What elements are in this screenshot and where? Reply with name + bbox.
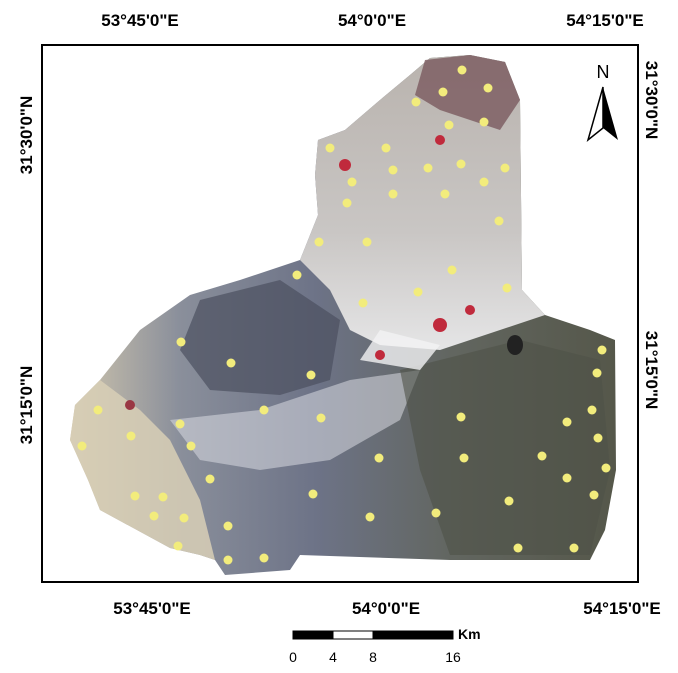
sample-point	[432, 509, 441, 518]
sample-point	[588, 406, 597, 415]
sample-point	[590, 491, 599, 500]
sample-point	[448, 266, 457, 275]
sample-point	[460, 454, 469, 463]
sample-point	[150, 512, 159, 521]
top-coordinate-label: 54°0'0"E	[338, 11, 406, 30]
sample-point	[174, 542, 183, 551]
sample-point	[180, 514, 189, 523]
sample-point	[94, 406, 103, 415]
sample-point	[514, 544, 523, 553]
sample-point	[457, 413, 466, 422]
sample-point	[563, 474, 572, 483]
bottom-coordinate-label: 53°45'0"E	[113, 599, 191, 618]
sample-point	[484, 84, 493, 93]
sample-point	[176, 420, 185, 429]
sample-point	[375, 454, 384, 463]
scale-bar: Km 0 4 8 16	[289, 626, 480, 665]
sample-point	[293, 271, 302, 280]
sample-point	[177, 338, 186, 347]
sample-point	[309, 490, 318, 499]
sample-point	[480, 118, 489, 127]
sample-point	[127, 432, 136, 441]
north-label: N	[597, 62, 610, 82]
sample-point	[206, 475, 215, 484]
sample-point	[598, 346, 607, 355]
sample-point	[315, 238, 324, 247]
right-coordinate-label: 31°30'0"N	[642, 61, 661, 139]
sample-point	[441, 190, 450, 199]
sample-point	[224, 556, 233, 565]
sample-point	[187, 442, 196, 451]
sample-point	[307, 371, 316, 380]
map-figure: 53°45'0"E 54°0'0"E 54°15'0"E 53°45'0"E 5…	[0, 0, 678, 668]
sample-point	[159, 493, 168, 502]
sample-point	[359, 299, 368, 308]
sample-point	[389, 190, 398, 199]
top-coordinate-label: 53°45'0"E	[101, 11, 179, 30]
sample-point	[366, 513, 375, 522]
sample-point	[363, 238, 372, 247]
sample-point	[78, 442, 87, 451]
sample-point	[389, 166, 398, 175]
sample-point	[131, 492, 140, 501]
sample-point	[570, 544, 579, 553]
sample-point	[445, 121, 454, 130]
sample-point	[458, 66, 467, 75]
sample-point	[538, 452, 547, 461]
left-coordinate-label: 31°30'0"N	[17, 96, 36, 174]
sample-point	[594, 434, 603, 443]
bottom-coordinate-label: 54°0'0"E	[352, 599, 420, 618]
sample-point	[593, 369, 602, 378]
sample-point	[439, 88, 448, 97]
left-coordinate-label: 31°15'0"N	[17, 366, 36, 444]
sample-point	[260, 554, 269, 563]
sample-point	[348, 178, 357, 187]
sample-point	[501, 164, 510, 173]
sample-point	[563, 418, 572, 427]
top-coordinate-label: 54°15'0"E	[566, 11, 644, 30]
sample-point	[227, 359, 236, 368]
sample-point	[224, 522, 233, 531]
sample-point	[505, 497, 514, 506]
sample-point	[457, 160, 466, 169]
sample-point	[326, 144, 335, 153]
scale-tick-label: 0	[289, 649, 297, 665]
right-coordinate-label: 31°15'0"N	[642, 331, 661, 409]
sample-point	[412, 98, 421, 107]
sample-point	[414, 288, 423, 297]
scale-unit: Km	[458, 626, 481, 642]
sample-point	[317, 414, 326, 423]
sample-point	[495, 217, 504, 226]
sample-point	[602, 464, 611, 473]
sample-point	[382, 144, 391, 153]
sample-point	[343, 199, 352, 208]
sample-point	[260, 406, 269, 415]
scale-tick-label: 4	[329, 649, 337, 665]
bottom-coordinate-label: 54°15'0"E	[583, 599, 661, 618]
scale-tick-label: 8	[369, 649, 377, 665]
scale-tick-label: 16	[445, 649, 461, 665]
sample-point	[424, 164, 433, 173]
sample-point	[503, 284, 512, 293]
sample-point	[480, 178, 489, 187]
